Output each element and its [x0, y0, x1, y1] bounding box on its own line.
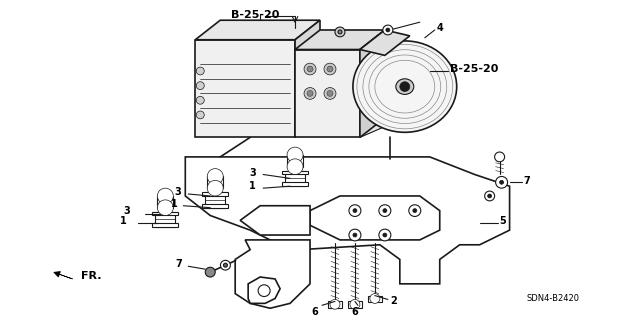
Polygon shape [152, 211, 179, 216]
Polygon shape [54, 271, 72, 279]
Circle shape [335, 27, 345, 37]
Text: 7: 7 [175, 259, 182, 269]
Text: 3: 3 [175, 187, 181, 197]
Polygon shape [156, 211, 175, 227]
Circle shape [196, 96, 204, 104]
Polygon shape [282, 182, 308, 186]
Circle shape [338, 30, 342, 34]
Circle shape [304, 88, 316, 99]
Polygon shape [310, 196, 440, 240]
Text: FR.: FR. [81, 271, 101, 281]
Polygon shape [295, 49, 360, 137]
Text: B-25-20: B-25-20 [450, 64, 498, 74]
Ellipse shape [396, 79, 414, 94]
Circle shape [383, 209, 387, 212]
Circle shape [287, 159, 303, 174]
Text: SDN4-B2420: SDN4-B2420 [527, 294, 579, 303]
Ellipse shape [353, 41, 457, 132]
Polygon shape [195, 40, 295, 137]
Circle shape [207, 180, 223, 196]
Text: 3: 3 [124, 206, 131, 216]
Polygon shape [235, 240, 310, 308]
Circle shape [207, 169, 223, 184]
Circle shape [258, 285, 270, 297]
Circle shape [495, 176, 508, 188]
Circle shape [157, 188, 173, 204]
Polygon shape [186, 157, 509, 284]
Circle shape [350, 300, 360, 309]
Circle shape [330, 300, 340, 309]
Polygon shape [328, 301, 342, 308]
Polygon shape [157, 196, 173, 208]
Circle shape [484, 191, 495, 201]
Circle shape [383, 233, 387, 237]
Circle shape [349, 229, 361, 241]
Polygon shape [360, 49, 405, 137]
Text: 1: 1 [250, 181, 256, 191]
Circle shape [353, 233, 357, 237]
Circle shape [157, 200, 173, 216]
Circle shape [304, 63, 316, 75]
Circle shape [205, 267, 215, 277]
Circle shape [495, 152, 504, 162]
Polygon shape [202, 204, 228, 208]
Circle shape [409, 205, 420, 217]
Circle shape [287, 147, 303, 163]
Circle shape [324, 63, 336, 75]
Circle shape [413, 209, 417, 212]
Circle shape [196, 82, 204, 90]
Circle shape [223, 263, 227, 267]
Circle shape [500, 180, 504, 184]
Polygon shape [282, 171, 308, 174]
Circle shape [307, 91, 313, 96]
Polygon shape [240, 206, 310, 235]
Circle shape [488, 194, 492, 198]
Polygon shape [368, 296, 382, 302]
Circle shape [349, 205, 361, 217]
Text: 4: 4 [436, 23, 444, 33]
Text: 5: 5 [500, 216, 506, 226]
Polygon shape [152, 223, 179, 227]
Polygon shape [248, 277, 280, 303]
Circle shape [196, 67, 204, 75]
Polygon shape [295, 30, 385, 49]
Circle shape [327, 91, 333, 96]
Polygon shape [207, 176, 223, 188]
Polygon shape [195, 20, 320, 40]
Circle shape [353, 209, 357, 212]
Text: 7: 7 [524, 176, 531, 186]
Text: 1: 1 [120, 216, 127, 226]
Circle shape [383, 25, 393, 35]
Text: 3: 3 [250, 167, 256, 178]
Text: B-25-20: B-25-20 [231, 11, 279, 20]
Circle shape [370, 293, 380, 303]
Circle shape [327, 66, 333, 72]
Circle shape [196, 111, 204, 119]
Text: 6: 6 [351, 307, 358, 317]
Circle shape [379, 205, 391, 217]
Text: 6: 6 [312, 307, 318, 317]
Circle shape [379, 229, 391, 241]
Circle shape [386, 28, 390, 32]
Polygon shape [295, 20, 320, 137]
Polygon shape [205, 192, 225, 208]
Circle shape [324, 88, 336, 99]
Polygon shape [202, 192, 228, 196]
Polygon shape [360, 30, 385, 137]
Polygon shape [285, 171, 305, 186]
Polygon shape [360, 30, 410, 56]
Polygon shape [287, 155, 303, 167]
Polygon shape [348, 301, 362, 308]
Text: 2: 2 [390, 296, 397, 307]
Circle shape [400, 82, 410, 92]
Circle shape [307, 66, 313, 72]
Circle shape [220, 260, 230, 270]
Text: 1: 1 [171, 199, 177, 209]
